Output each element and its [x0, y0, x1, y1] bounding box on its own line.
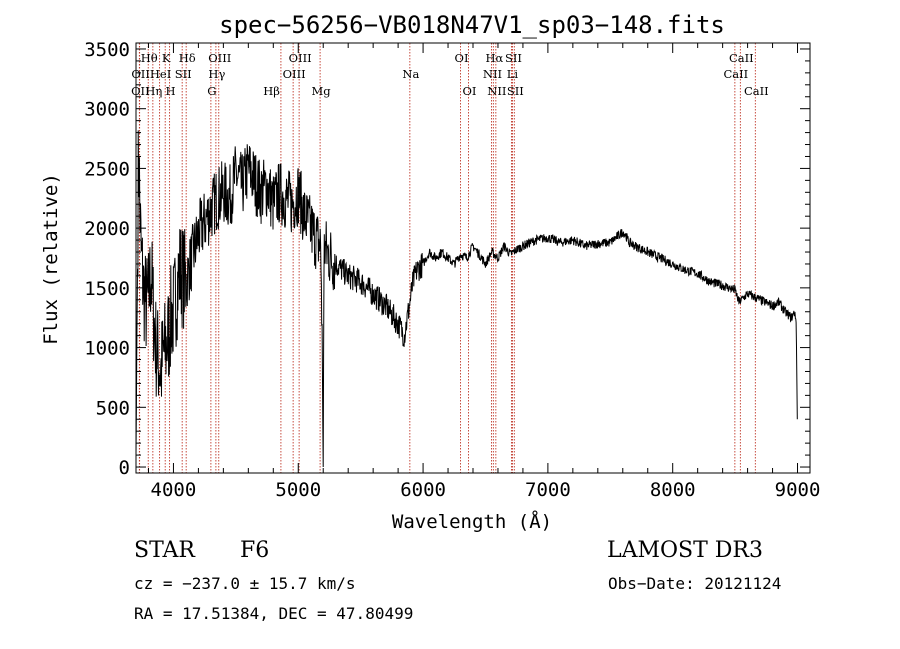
- spectrum-layer: [135, 130, 798, 468]
- spectral-line-label: Hη: [145, 84, 162, 98]
- spectral-line-label: OII: [131, 67, 150, 81]
- spectral-line-label: Li: [507, 67, 519, 81]
- spectral-line-label: SII: [505, 51, 522, 65]
- spectral-line-label: SII: [175, 67, 192, 81]
- spectral-line-label: HeI: [150, 67, 171, 81]
- object-subclass: F6: [240, 538, 270, 563]
- coordinates: RA = 17.51384, DEC = 47.80499: [134, 604, 414, 623]
- spectral-line-label: Hθ: [141, 51, 158, 65]
- spectral-line-label: CaII: [729, 51, 754, 65]
- y-tick-label: 500: [96, 397, 130, 419]
- line-labels: OIIOIIHθHηHeIKHSIIHδGHγOIIIHβOIIIOIIIMgN…: [131, 51, 769, 98]
- spectral-line-label: CaII: [723, 67, 748, 81]
- x-tick-label: 9000: [775, 479, 821, 501]
- spectral-line-label: NII: [487, 84, 506, 98]
- x-tick-label: 6000: [400, 479, 446, 501]
- x-tick-label: 7000: [525, 479, 571, 501]
- spectral-line-label: Hγ: [208, 67, 225, 81]
- x-tick-label: 5000: [275, 479, 321, 501]
- spectral-line-label: Na: [402, 67, 419, 81]
- spectral-line-label: NII: [483, 67, 502, 81]
- spectral-line-label: OIII: [283, 67, 306, 81]
- spectral-line-label: K: [162, 51, 171, 65]
- spectral-line-label: Hα: [485, 51, 503, 65]
- obs-date: Obs−Date: 20121124: [608, 574, 782, 593]
- spectral-line-label: OI: [455, 51, 469, 65]
- spectral-line-label: OI: [463, 84, 477, 98]
- y-tick-label: 2500: [84, 158, 130, 180]
- spectrum-trace: [135, 130, 798, 468]
- spectral-line-label: Hβ: [263, 84, 280, 98]
- y-tick-label: 2000: [84, 218, 130, 240]
- spectral-line-label: G: [207, 84, 216, 98]
- axes-layer: 4000 5000 6000 7000 8000 9000 0 500 1000 1500 2000…: [84, 39, 820, 501]
- y-axis-label: Flux (relative): [40, 173, 62, 345]
- y-tick-label: 1500: [84, 278, 130, 300]
- spectral-line-label: Hδ: [179, 51, 196, 65]
- y-tick-label: 3000: [84, 99, 130, 121]
- spectral-line-label: OII: [131, 84, 150, 98]
- spectral-line-label: H: [166, 84, 176, 98]
- survey-name: LAMOST DR3: [607, 538, 763, 563]
- spectral-line-label: OIII: [289, 51, 312, 65]
- velocity-readout: cz = −237.0 ± 15.7 km/s: [134, 574, 356, 593]
- spectral-line-label: Mg: [312, 84, 332, 98]
- x-axis-label: Wavelength (Å): [392, 510, 552, 533]
- spectral-line-label: CaII: [744, 84, 769, 98]
- spectral-line-label: SII: [507, 84, 524, 98]
- x-tick-label: 8000: [650, 479, 696, 501]
- chart-title: spec−56256−VB018N47V1_sp03−148.fits: [219, 11, 725, 39]
- spectral-line-label: OIII: [208, 51, 231, 65]
- emission-absorption-lines: [138, 43, 756, 473]
- y-tick-label: 3500: [84, 39, 130, 61]
- y-tick-label: 1000: [84, 338, 130, 360]
- plot-frame: [135, 42, 811, 474]
- y-tick-label: 0: [119, 457, 130, 479]
- object-class: STAR: [134, 538, 195, 563]
- x-tick-label: 4000: [151, 479, 197, 501]
